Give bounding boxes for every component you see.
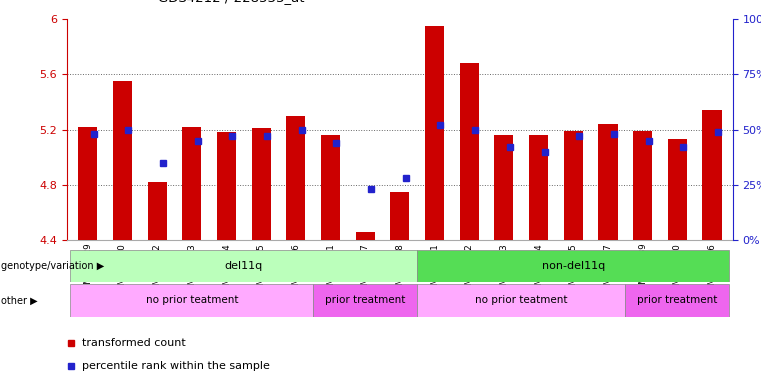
Bar xyxy=(113,81,132,240)
Text: prior treatment: prior treatment xyxy=(637,295,718,306)
Bar xyxy=(390,192,409,240)
Bar xyxy=(425,26,444,240)
FancyBboxPatch shape xyxy=(71,284,314,317)
Text: prior treatment: prior treatment xyxy=(325,295,406,306)
FancyBboxPatch shape xyxy=(417,284,626,317)
Bar xyxy=(564,131,583,240)
Bar xyxy=(460,63,479,240)
Bar xyxy=(529,135,548,240)
Bar xyxy=(217,132,236,240)
Text: del11q: del11q xyxy=(224,261,263,271)
FancyBboxPatch shape xyxy=(626,284,729,317)
Bar xyxy=(252,128,271,240)
FancyBboxPatch shape xyxy=(417,250,729,282)
Bar xyxy=(633,131,652,240)
Bar xyxy=(286,116,305,240)
Bar xyxy=(321,135,340,240)
Bar xyxy=(78,127,97,240)
Bar xyxy=(598,124,617,240)
Bar xyxy=(702,110,721,240)
Bar xyxy=(148,182,167,240)
Text: no prior teatment: no prior teatment xyxy=(145,295,238,306)
FancyBboxPatch shape xyxy=(314,284,417,317)
Text: other ▶: other ▶ xyxy=(1,295,37,306)
Bar xyxy=(355,232,374,240)
Text: GDS4212 / 228533_at: GDS4212 / 228533_at xyxy=(158,0,305,4)
Text: percentile rank within the sample: percentile rank within the sample xyxy=(81,361,269,371)
Bar xyxy=(183,127,202,240)
Text: no prior teatment: no prior teatment xyxy=(475,295,568,306)
Bar xyxy=(495,135,514,240)
Text: transformed count: transformed count xyxy=(81,338,186,348)
Text: non-del11q: non-del11q xyxy=(542,261,605,271)
FancyBboxPatch shape xyxy=(71,250,417,282)
Text: genotype/variation ▶: genotype/variation ▶ xyxy=(1,261,104,271)
Bar xyxy=(668,139,687,240)
